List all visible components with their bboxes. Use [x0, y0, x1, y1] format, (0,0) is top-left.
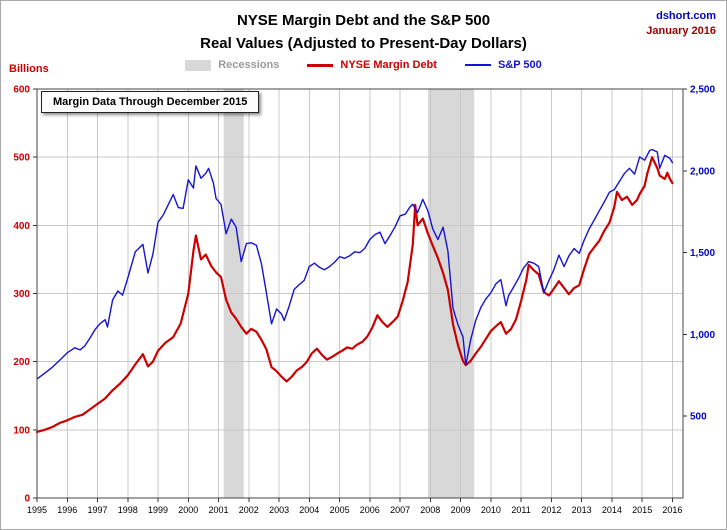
x-axis-tick-label: 1999	[148, 505, 168, 515]
left-axis-tick-label: 100	[13, 425, 30, 436]
gridlines	[36, 88, 683, 499]
right-axis-tick-label: 2,000	[690, 166, 715, 177]
legend-item-sp500: S&P 500	[464, 59, 542, 71]
x-axis-tick-label: 2000	[178, 505, 198, 515]
x-axis-tick-label: 2006	[360, 505, 380, 515]
right-axis-tick-label: 500	[690, 412, 707, 423]
publish-date: January 2016	[646, 24, 716, 37]
left-axis-tick-label: 0	[24, 494, 30, 505]
right-axis-tick-label: 1,500	[690, 248, 715, 259]
x-axis-tick-label: 1997	[87, 505, 107, 515]
x-axis-tick-label: 1998	[118, 505, 138, 515]
left-axis-tick-label: 200	[13, 357, 30, 368]
recession-swatch-icon	[185, 59, 212, 71]
x-axis-tick-label: 2003	[269, 505, 289, 515]
x-axis-tick-label: 2015	[632, 505, 652, 515]
x-axis-tick-label: 2002	[239, 505, 259, 515]
legend-sp500-label: S&P 500	[497, 59, 542, 71]
chart-title-block: NYSE Margin Debt and the S&P 500 Real Va…	[1, 10, 726, 55]
series-line-sp500	[36, 148, 674, 380]
red-line-swatch-icon	[307, 63, 334, 67]
x-axis-tick-label: 1996	[57, 505, 77, 515]
x-axis-tick-label: 2013	[572, 505, 592, 515]
axis-labels: 0 100 200 300 400 500 600 500 1,000 1,500 2,000 2,5…	[13, 85, 715, 516]
legend-margin-debt-label: NYSE Margin Debt	[340, 59, 437, 71]
source-credit: dshort.com	[656, 10, 716, 22]
left-axis-title: Billions	[9, 63, 49, 75]
series-line-margin-debt	[35, 156, 674, 433]
chart-legend: Recessions NYSE Margin Debt S&P 500	[1, 59, 726, 71]
x-axis-tick-label: 2011	[511, 505, 530, 515]
x-axis-tick-label: 2009	[451, 505, 471, 515]
x-axis-tick-label: 2004	[299, 505, 319, 515]
x-axis-tick-label: 1995	[27, 505, 47, 515]
x-axis-tick-label: 2007	[390, 505, 410, 515]
chart-svg: 0 100 200 300 400 500 600 500 1,000 1,500 2,000 2,5…	[13, 85, 715, 516]
left-axis-tick-label: 500	[13, 153, 30, 164]
x-axis-tick-label: 2005	[330, 505, 350, 515]
left-axis-tick-label: 600	[13, 85, 30, 96]
plot-border	[36, 88, 684, 499]
left-axis-tick-label: 300	[13, 289, 30, 300]
chart-title: NYSE Margin Debt and the S&P 500	[236, 12, 491, 29]
x-axis-tick-label: 2001	[208, 505, 228, 515]
right-axis-tick-label: 2,500	[690, 85, 715, 96]
right-axis-tick-label: 1,000	[690, 330, 715, 341]
x-axis-tick-label: 2008	[420, 505, 440, 515]
x-axis-tick-label: 2012	[541, 505, 561, 515]
legend-item-recessions: Recessions	[185, 59, 279, 71]
series-lines	[35, 148, 674, 433]
source-block: dshort.com January 2016	[646, 9, 716, 39]
x-axis-tick-label: 2016	[662, 505, 682, 515]
axis-ticks	[33, 88, 687, 502]
legend-item-margin-debt: NYSE Margin Debt	[307, 59, 437, 71]
x-axis-tick-label: 2010	[481, 505, 501, 515]
chart-subtitle: Real Values (Adjusted to Present-Day Dol…	[200, 34, 527, 52]
legend-recessions-label: Recessions	[218, 59, 280, 71]
blue-line-swatch-icon	[464, 64, 491, 66]
annotation-box: Margin Data Through December 2015	[41, 91, 260, 113]
left-axis-tick-label: 400	[13, 221, 30, 232]
x-axis-tick-label: 2014	[602, 505, 622, 515]
